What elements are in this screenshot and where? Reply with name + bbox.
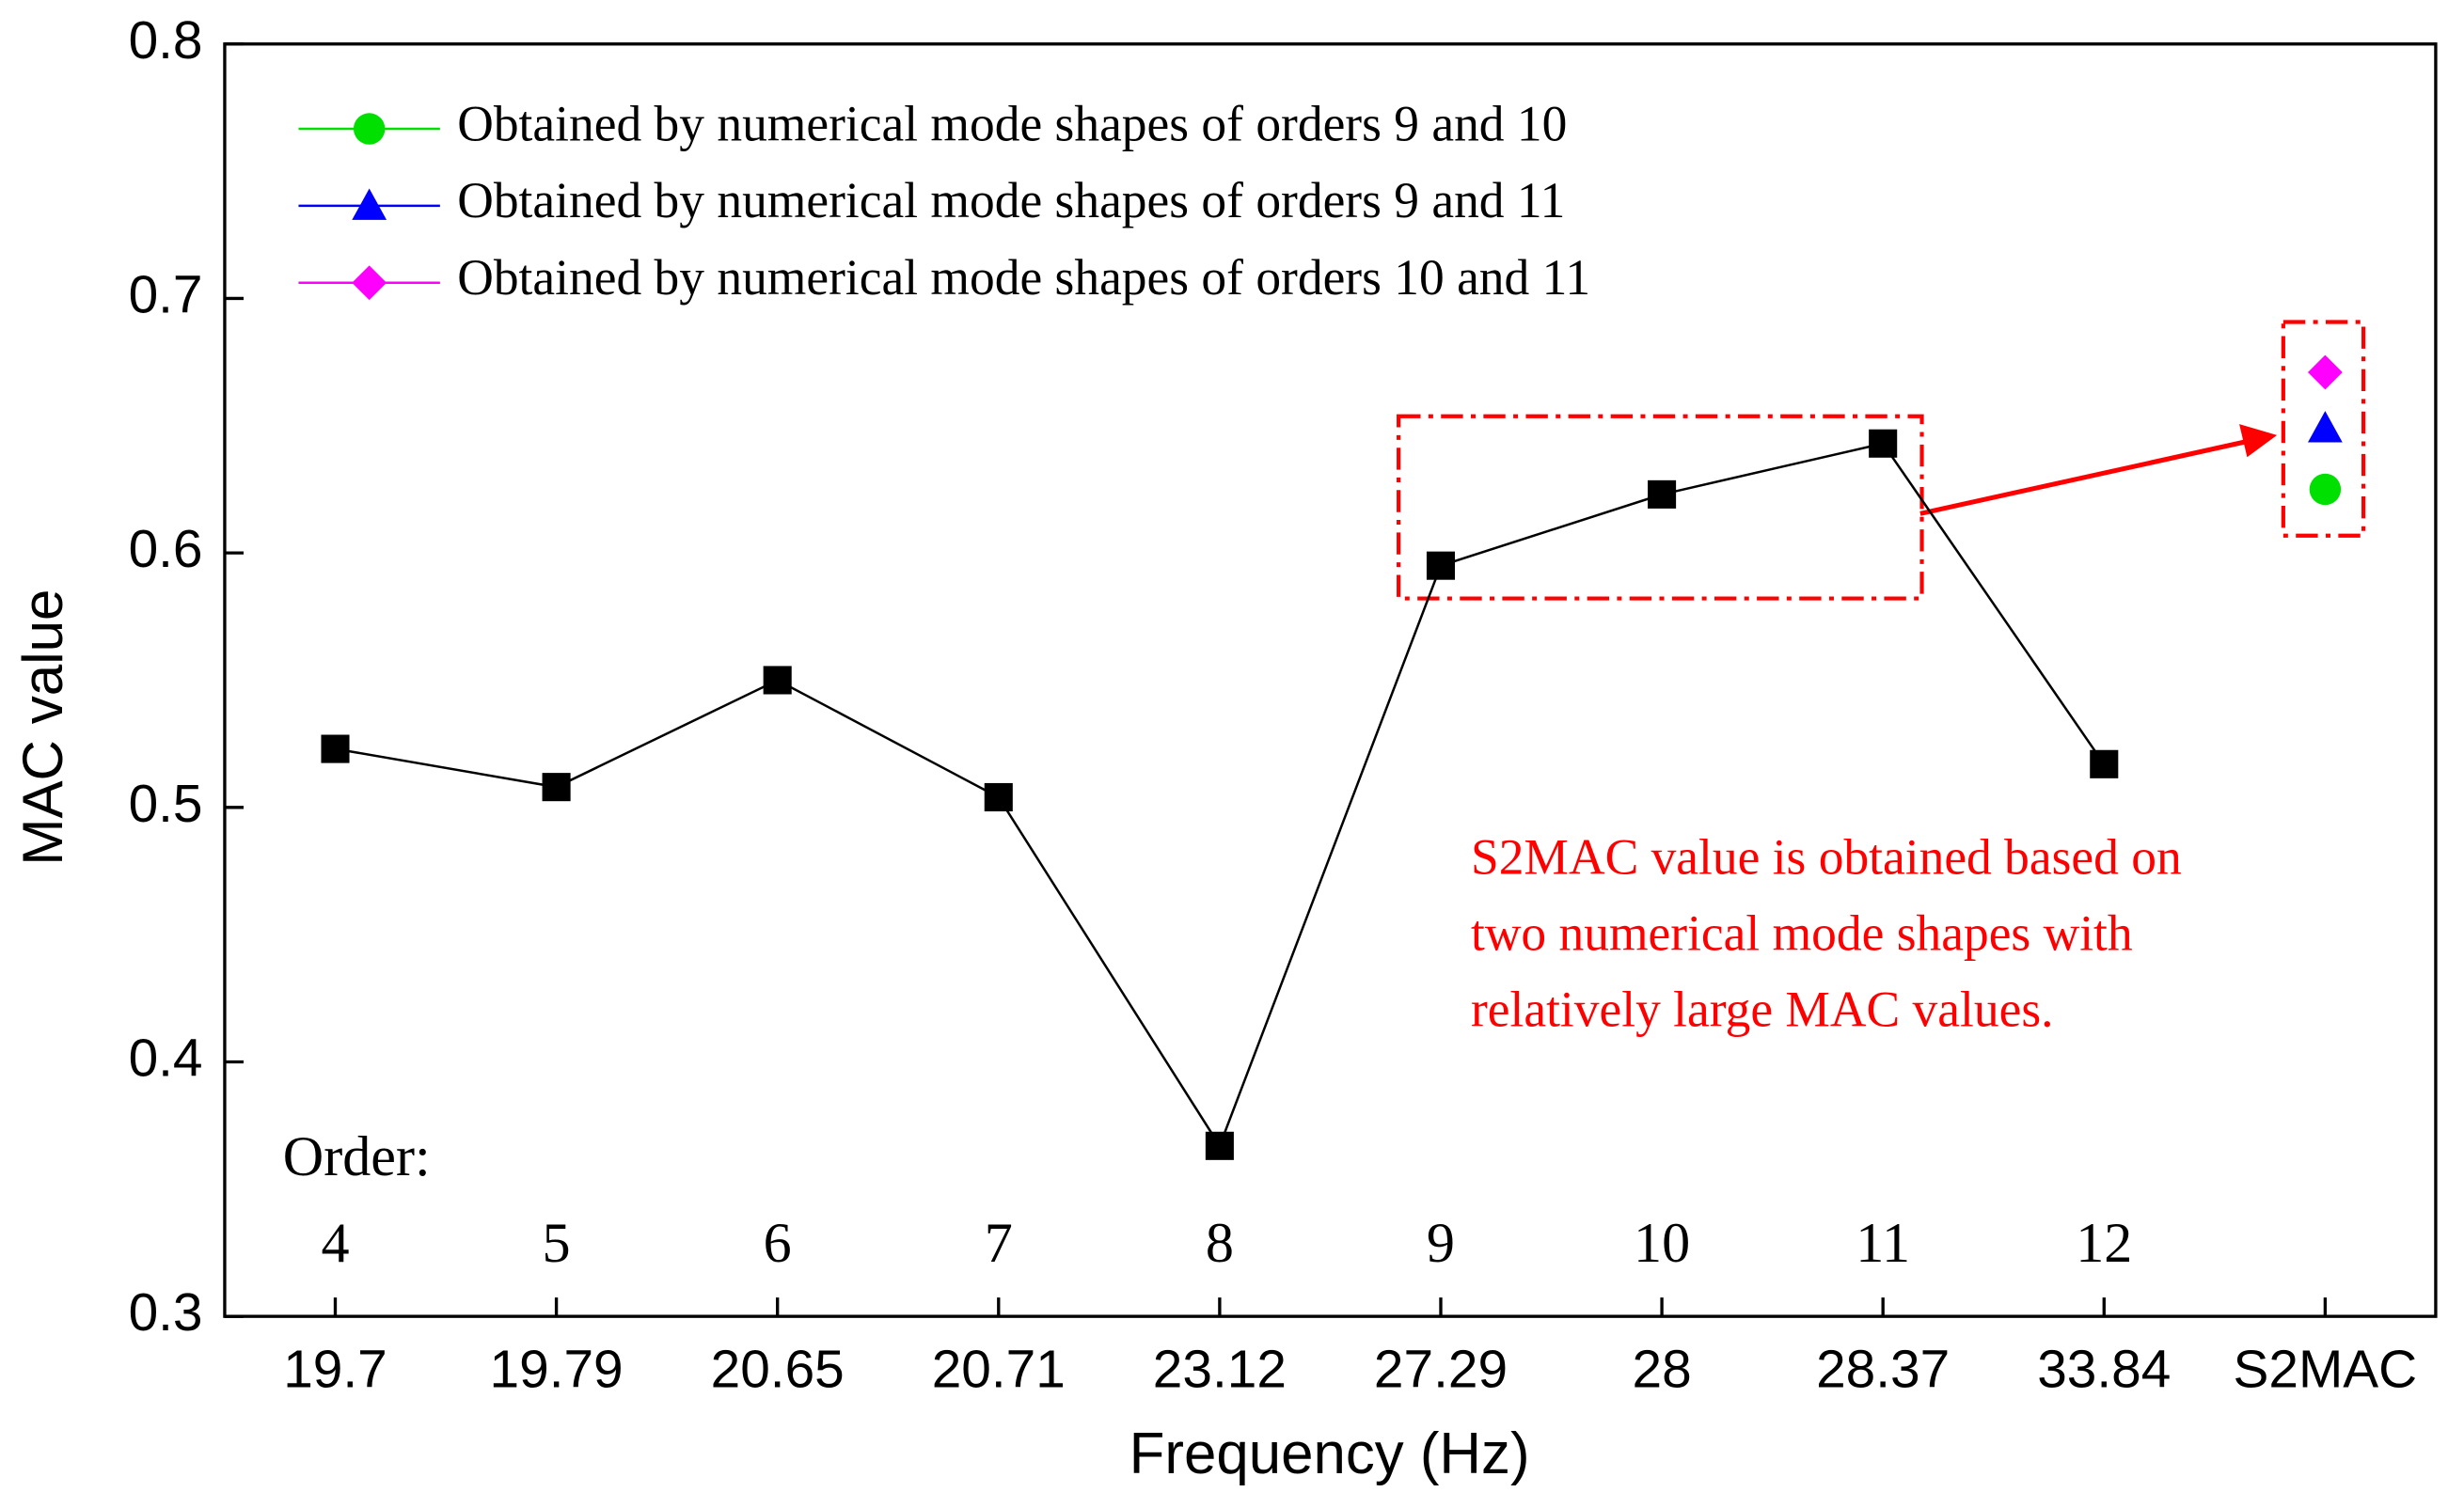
data-point <box>321 734 350 763</box>
x-tick-label: 27.29 <box>1374 1340 1508 1399</box>
data-point <box>542 773 571 802</box>
data-point <box>984 782 1013 812</box>
data-point <box>2307 411 2343 443</box>
legend-marker <box>352 265 387 301</box>
legend-label: Obtained by numerical mode shapes of ord… <box>457 95 1567 151</box>
y-tick-label: 0.7 <box>129 265 203 324</box>
data-point <box>2309 473 2342 506</box>
data-point <box>1869 429 1898 458</box>
y-tick-label: 0.5 <box>129 775 203 834</box>
x-tick-label: 33.84 <box>2037 1340 2171 1399</box>
s2mac-box <box>2281 320 2366 538</box>
x-tick-label: 28 <box>1632 1340 1691 1399</box>
order-number: 11 <box>1856 1212 1910 1275</box>
data-point <box>763 666 792 695</box>
legend-marker <box>352 188 387 220</box>
annotation: S2MAC value is obtained based on <box>1471 829 2182 886</box>
data-point <box>2090 749 2119 778</box>
order-number: 8 <box>1206 1212 1234 1275</box>
data-point <box>1205 1131 1234 1160</box>
data-point <box>2307 354 2343 390</box>
arrow-shaft <box>1919 439 2248 516</box>
order-number: 6 <box>764 1212 792 1275</box>
y-axis-label: MAC value <box>11 589 74 866</box>
order-number: 4 <box>321 1212 349 1275</box>
y-tick-label: 0.6 <box>129 520 203 579</box>
legend-label: Obtained by numerical mode shapes of ord… <box>457 249 1590 306</box>
annotation: relatively large MAC values. <box>1471 982 2054 1038</box>
y-tick-label: 0.3 <box>129 1283 203 1343</box>
annotation: two numerical mode shapes with <box>1471 905 2133 962</box>
x-tick-label: 19.79 <box>490 1340 624 1399</box>
plot-frame <box>223 42 2438 1318</box>
order-label: Order: <box>283 1125 431 1188</box>
x-tick-label: 23.12 <box>1153 1340 1287 1399</box>
order-number: 12 <box>2076 1212 2132 1275</box>
order-number: 5 <box>543 1212 571 1275</box>
x-tick-label: 28.37 <box>1816 1340 1950 1399</box>
legend-label: Obtained by numerical mode shapes of ord… <box>457 172 1565 228</box>
x-tick-label: 19.7 <box>283 1340 387 1399</box>
y-tick-label: 0.4 <box>129 1029 203 1088</box>
x-tick-label: S2MAC <box>2234 1340 2418 1399</box>
series-line <box>335 442 2106 1149</box>
x-tick-label: 20.65 <box>711 1340 845 1399</box>
data-point <box>1426 551 1456 580</box>
x-axis-label: Frequency (Hz) <box>1129 1422 1530 1486</box>
order-number: 10 <box>1634 1212 1690 1275</box>
data-point <box>1648 479 1677 509</box>
x-tick-label: 20.71 <box>932 1340 1066 1399</box>
highlight-box <box>1397 414 1924 601</box>
legend-marker <box>353 113 386 145</box>
y-tick-label: 0.8 <box>129 11 203 71</box>
order-number: 7 <box>985 1212 1013 1275</box>
order-number: 9 <box>1427 1212 1455 1275</box>
arrow-head <box>2239 424 2278 458</box>
